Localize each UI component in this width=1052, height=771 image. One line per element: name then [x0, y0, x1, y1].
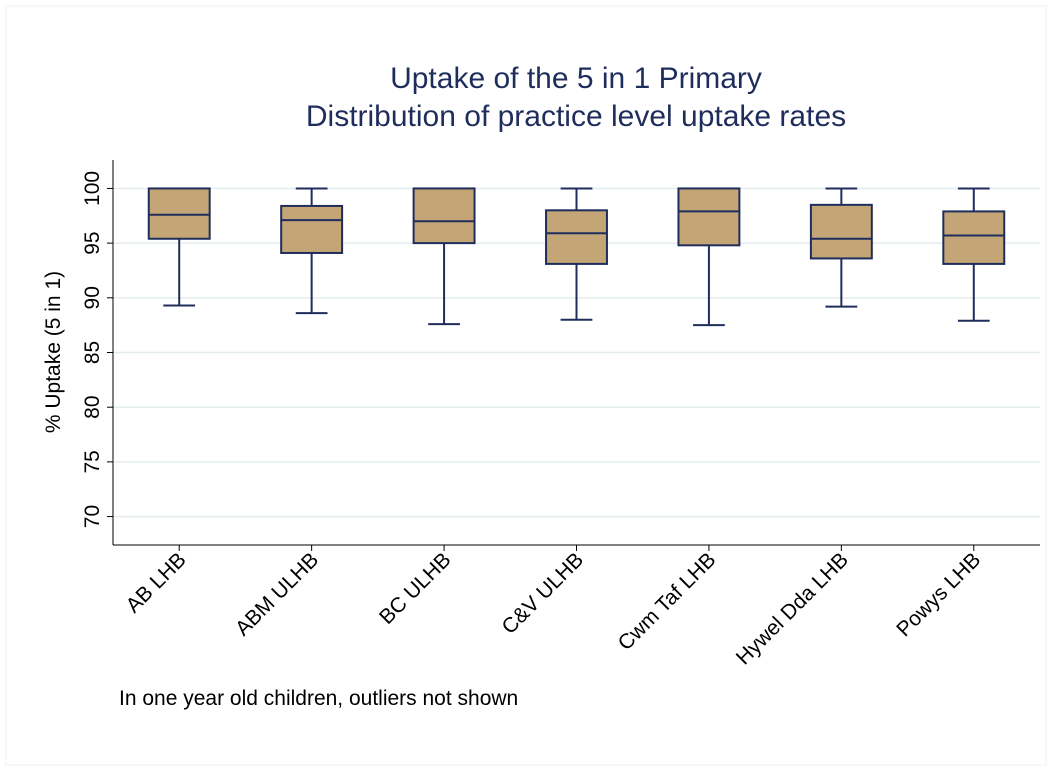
note: In one year old children, outliers not s… [119, 687, 518, 710]
box [942, 210, 1006, 265]
y-tick-label: 70 [81, 505, 104, 528]
box [280, 204, 344, 254]
y-tick-label: 80 [81, 396, 104, 419]
box [412, 187, 476, 245]
chart-title: Uptake of the 5 in 1 Primary [390, 62, 762, 95]
y-tick-label: 75 [81, 450, 104, 473]
y-tick-label: 95 [81, 231, 104, 254]
box [677, 187, 741, 247]
chart-background [5, 5, 1047, 766]
y-tick-label: 100 [81, 171, 104, 206]
box [147, 187, 211, 240]
y-tick-label: 90 [81, 286, 104, 309]
chart-title: Distribution of practice level uptake ra… [306, 100, 846, 133]
box [545, 209, 608, 265]
y-axis-label: % Uptake (5 in 1) [42, 271, 65, 433]
y-tick-label: 85 [81, 341, 104, 364]
box [809, 203, 873, 260]
